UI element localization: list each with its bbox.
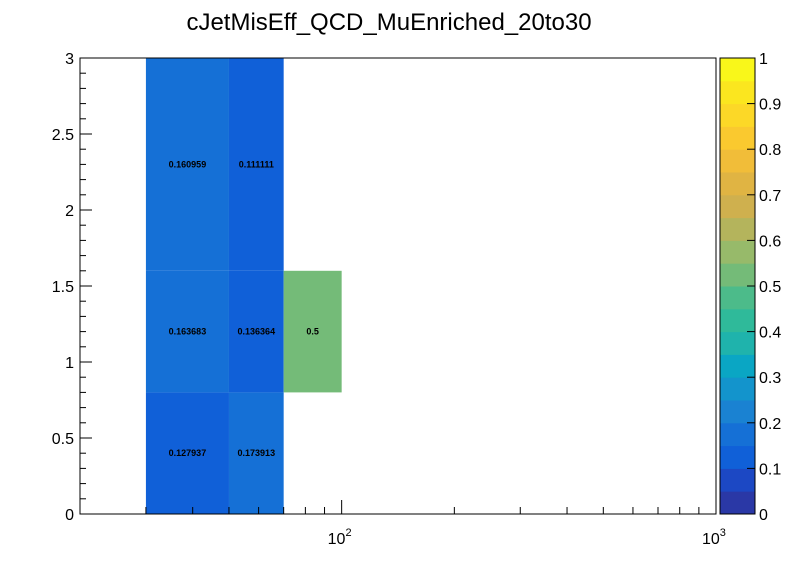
color-scale-segment	[720, 217, 755, 241]
z-tick-label: 0.8	[759, 142, 781, 159]
color-scale-segment	[720, 194, 755, 219]
z-tick-label: 0	[759, 507, 768, 524]
color-scale-segment	[720, 377, 755, 401]
color-scale-segment	[720, 331, 755, 355]
cell-value-label: 0.136364	[238, 327, 276, 337]
color-scale-segment	[720, 491, 755, 515]
color-scale-segment	[720, 286, 755, 310]
cell-value-label: 0.5	[306, 327, 319, 337]
color-scale-segment	[720, 126, 755, 150]
z-tick-label: 1	[759, 51, 768, 68]
z-tick-label: 0.4	[759, 325, 781, 342]
color-scale-segment	[720, 422, 755, 447]
z-tick-label: 0.2	[759, 416, 781, 433]
y-tick-label: 2	[65, 203, 74, 220]
y-tick-label: 2.5	[52, 127, 74, 144]
heatmap-cell	[228, 270, 284, 393]
y-tick-label: 0	[65, 507, 74, 524]
color-scale-segment	[720, 354, 755, 378]
cell-value-label: 0.127937	[169, 448, 207, 458]
y-tick-label: 3	[65, 51, 74, 68]
color-scale-segment	[720, 468, 755, 492]
color-scale-segment	[720, 80, 755, 105]
x-tick-label: 102	[328, 527, 352, 548]
z-tick-label: 0.3	[759, 370, 781, 387]
x-tick-label: 103	[702, 527, 726, 548]
color-scale-segment	[720, 445, 755, 469]
color-scale-segment	[720, 58, 755, 82]
z-tick-label: 0.1	[759, 461, 781, 478]
cell-value-labels: 0.127937 0.173913 0.163683 0.136364 0.5 0.160…	[169, 159, 319, 458]
color-scale-bar: 0 0.1 0.2 0.3 0.4 0.5 0.6 0.7 0.8 0.9 1	[719, 51, 781, 524]
cell-value-label: 0.173913	[238, 448, 276, 458]
color-scale-segment	[720, 400, 755, 424]
x-axis: 102 103	[79, 500, 726, 548]
heatmap-cell	[145, 392, 229, 514]
heatmap-cell	[145, 58, 229, 271]
y-tick-label: 1	[65, 355, 74, 372]
z-tick-label: 0.6	[759, 233, 781, 250]
z-tick-label: 0.9	[759, 97, 781, 114]
z-tick-label: 0.5	[759, 279, 781, 296]
y-tick-label: 1.5	[52, 279, 74, 296]
chart-title: cJetMisEff_QCD_MuEnriched_20to30	[186, 9, 591, 36]
heatmap-cell	[145, 270, 229, 393]
z-tick-label: 0.7	[759, 188, 781, 205]
heatmap-cells	[145, 58, 342, 514]
cell-value-label: 0.163683	[169, 327, 207, 337]
color-scale-segment	[720, 149, 755, 173]
heatmap-cell	[228, 58, 284, 271]
heatmap-cell	[283, 270, 342, 393]
color-scale-segment	[720, 240, 755, 264]
color-scale-segment	[720, 103, 755, 127]
color-scale-segment	[720, 263, 755, 287]
cell-value-label: 0.111111	[239, 159, 274, 169]
y-tick-label: 0.5	[52, 431, 74, 448]
cell-value-label: 0.160959	[169, 159, 207, 169]
heatmap-cell	[228, 392, 284, 514]
color-scale-segment	[720, 308, 755, 333]
color-scale-segment	[720, 172, 755, 196]
y-axis: 0 0.5 1 1.5 2 2.5 3	[52, 51, 92, 524]
